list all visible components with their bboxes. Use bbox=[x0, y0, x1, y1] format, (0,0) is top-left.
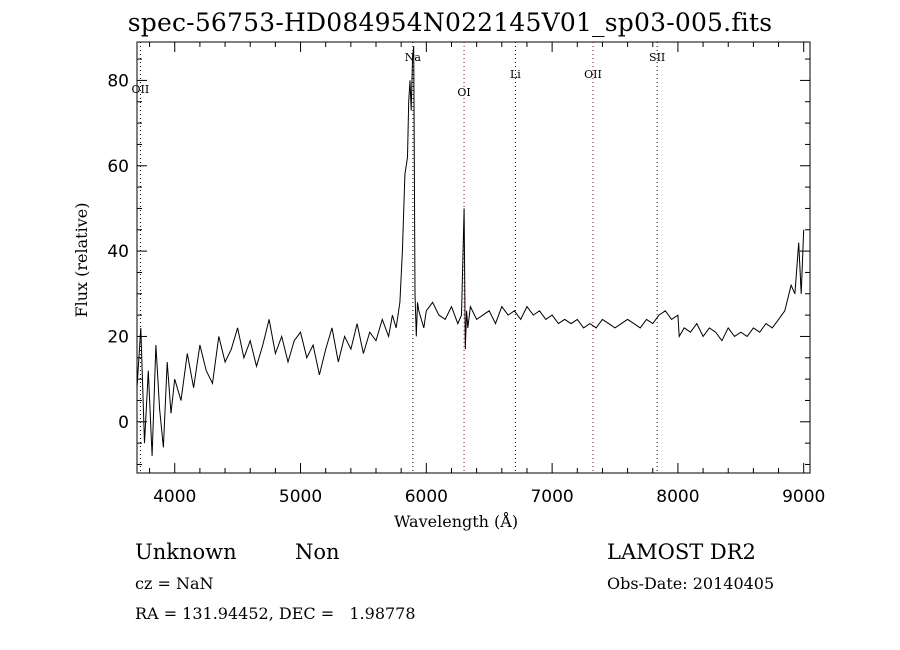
y-tick-label: 60 bbox=[107, 157, 129, 177]
survey-name: LAMOST DR2 bbox=[607, 540, 756, 564]
coordinates: RA = 131.94452, DEC = 1.98778 bbox=[135, 604, 416, 623]
x-tick-label: 7000 bbox=[530, 487, 573, 507]
x-tick-label: 5000 bbox=[279, 487, 322, 507]
y-tick-label: 80 bbox=[107, 71, 129, 91]
line-label: SII bbox=[649, 51, 665, 64]
spectrum-series bbox=[136, 46, 805, 456]
x-tick-label: 6000 bbox=[405, 487, 448, 507]
tick-labels: 4000 5000 6000 7000 8000 9000 0 20 40 60 80 bbox=[107, 71, 825, 507]
y-axis-label: Flux (relative) bbox=[72, 202, 91, 318]
chart-title: spec-56753-HD084954N022145V01_sp03-005.f… bbox=[127, 8, 773, 37]
object-class: Unknown bbox=[135, 540, 237, 564]
line-label: OII bbox=[132, 83, 150, 96]
redshift-value: cz = NaN bbox=[135, 574, 214, 593]
x-tick-label: 4000 bbox=[153, 487, 196, 507]
line-label: Li bbox=[510, 68, 521, 81]
x-tick-label: 8000 bbox=[656, 487, 699, 507]
plot-frame bbox=[136, 41, 811, 474]
plot-axes bbox=[136, 41, 811, 474]
x-tick-label: 9000 bbox=[782, 487, 825, 507]
y-tick-label: 0 bbox=[118, 413, 129, 433]
y-tick-label: 20 bbox=[107, 327, 129, 347]
line-label: OI bbox=[457, 86, 470, 99]
object-subclass: Non bbox=[295, 540, 340, 564]
spectrum-line bbox=[136, 46, 805, 456]
y-tick-label: 40 bbox=[107, 242, 129, 262]
observation-date: Obs-Date: 20140405 bbox=[607, 574, 775, 593]
line-label: OII bbox=[584, 68, 602, 81]
x-axis-label: Wavelength (Å) bbox=[394, 512, 519, 531]
